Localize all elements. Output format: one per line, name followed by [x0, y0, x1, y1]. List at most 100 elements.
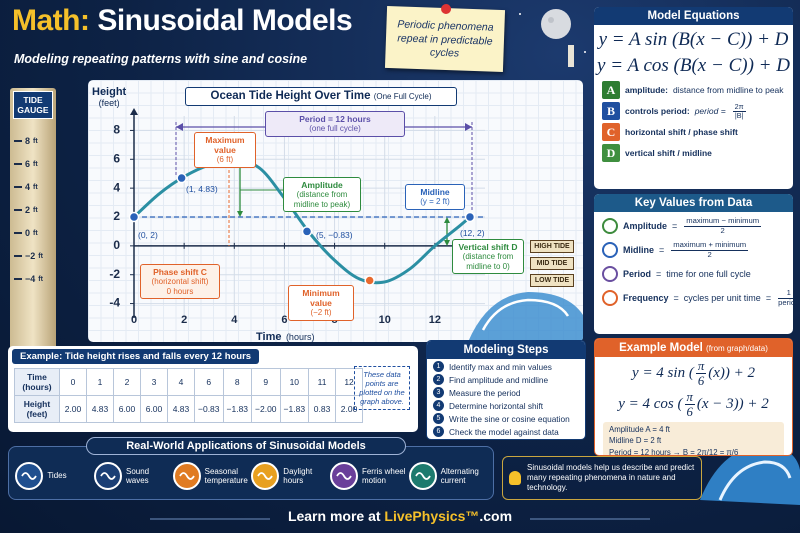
amplitude-box: Amplitude (distance from midline to peak)	[283, 177, 361, 213]
gauge-mark: 0	[25, 228, 31, 238]
fraction: maximum − minimum 2	[684, 216, 762, 235]
key-eq: =	[672, 221, 678, 231]
point-label: (1, 4.83)	[186, 184, 218, 194]
min-box-note: (−2 ft)	[310, 308, 332, 318]
table-cell: 0.83	[308, 395, 337, 423]
application: Sound waves	[93, 462, 172, 490]
gauge-unit: ft	[38, 252, 43, 260]
y-label-text: Height	[92, 86, 127, 98]
application-label: Ferris wheel motion	[361, 466, 406, 485]
table-cell: −0.83	[194, 395, 224, 423]
footer: Learn more at LivePhysics™.com	[0, 508, 800, 524]
table-row: Time (hours) 0 1 2 3 4 6 8 9 10 11 12	[14, 368, 364, 396]
table-cell: 2.00	[59, 395, 87, 423]
icon-wave	[414, 472, 431, 480]
applications-title: Real-World Applications of Sinusoidal Mo…	[86, 437, 406, 455]
icon-wave	[257, 472, 274, 480]
step-number: 3	[433, 387, 444, 398]
table-cell: 4.83	[167, 395, 195, 423]
application-label: Seasonal temperature	[204, 466, 248, 485]
data-point	[128, 211, 140, 223]
chart-panel: -4-202468024681012Height(feet)Ocean Tide…	[88, 80, 583, 342]
icon-glyph	[414, 472, 431, 480]
denominator: 6	[697, 374, 705, 389]
vshift-box-note: (distance from midline to 0)	[462, 252, 514, 271]
table-cell: 9	[251, 368, 281, 396]
x-label: Time (hours)	[256, 327, 314, 342]
table-cell: 1	[86, 368, 114, 396]
y-tick-label: 2	[113, 209, 120, 223]
point-label: (12, 2)	[460, 228, 485, 238]
summary-text: Sinusoidal models help us describe and p…	[527, 463, 695, 492]
gauge-tick	[14, 209, 22, 211]
table-cell: 3	[140, 368, 168, 396]
gauge-row: 4 ft	[14, 182, 38, 192]
example-panel: Example Model (from graph/data) y = 4 sin…	[594, 338, 793, 456]
point-label: (5, −0.83)	[316, 230, 353, 240]
phase-box-note: (horizontal shift)	[151, 277, 209, 287]
gauge-row: 8 ft	[14, 136, 38, 146]
x-tick-label: 2	[181, 314, 187, 326]
tide-signs: HIGH TIDE MID TIDE LOW TIDE	[530, 240, 574, 291]
step-text: Measure the period	[449, 387, 521, 398]
data-point	[301, 226, 313, 237]
tide-sign: LOW TIDE	[530, 274, 574, 287]
step-number: 2	[433, 374, 444, 385]
step-number: 5	[433, 413, 444, 424]
table-cell: −1.83	[222, 395, 253, 423]
point-label: (0, 2)	[138, 230, 158, 240]
table-cell: 6	[194, 368, 224, 396]
star	[584, 51, 586, 53]
x-unit: (hours)	[285, 332, 315, 342]
moon	[541, 9, 571, 39]
application-label: Daylight hours	[283, 466, 313, 485]
key-eq: =	[673, 293, 679, 303]
icon-wave	[21, 472, 38, 480]
step: 6 Check the model against data	[433, 426, 579, 437]
y-tick-label: -4	[109, 296, 120, 310]
numerator: π	[684, 390, 695, 406]
param-symbol: A	[602, 81, 620, 99]
phase-box-label: Phase shift C	[153, 267, 207, 277]
tide-sign: HIGH TIDE	[530, 240, 574, 253]
application: Alternating current	[408, 462, 487, 490]
application-icon	[172, 462, 201, 490]
gauge-mark: 4	[25, 182, 31, 192]
footer-brand: LivePhysics™	[384, 508, 480, 524]
example-title-text: Example Model	[619, 342, 703, 354]
min-box: Minimum value (−2 ft)	[288, 285, 354, 321]
icon-wave	[178, 472, 195, 480]
wave-foam	[718, 460, 792, 501]
row-header: Height (feet)	[14, 395, 60, 423]
example-equation: y = 4 sin (π 6 (x)) + 2	[595, 359, 792, 388]
equations-panel: Model Equations y = A sin (B(x − C)) + D y…	[594, 7, 793, 189]
numerator: maximum − minimum	[684, 216, 762, 227]
data-point	[176, 172, 187, 184]
param-text: amplitude:	[625, 85, 668, 95]
example-title: Example Model (from graph/data)	[595, 339, 792, 357]
equation: y = A cos (B(x − C)) + D	[597, 55, 790, 76]
key-name: Frequency	[623, 293, 669, 303]
param-symbol: C	[602, 123, 620, 141]
key-icon	[602, 266, 618, 282]
gauge-title: TIDE GAUGE	[13, 91, 53, 119]
amplitude-box-note: (distance from midline to peak)	[293, 190, 351, 209]
gauge-unit: ft	[38, 275, 43, 283]
application-icon	[329, 462, 358, 490]
tide-sign: MID TIDE	[530, 257, 574, 270]
footer-suffix: .com	[479, 508, 513, 524]
eq-post: (x − 3)) + 2	[696, 395, 769, 412]
x-tick-label: 12	[429, 314, 441, 326]
step-text: Identify max and min values	[449, 361, 552, 372]
key-text: cycles per unit time	[683, 293, 761, 303]
key-row: Period = time for one full cycle	[602, 264, 785, 284]
denominator: 6	[686, 405, 693, 420]
eq-pre: y = 4 cos (	[618, 395, 683, 412]
application-icon	[93, 462, 122, 490]
fact: Amplitude A = 4 ft	[609, 425, 670, 435]
key-row: Amplitude = maximum − minimum 2	[602, 216, 785, 236]
